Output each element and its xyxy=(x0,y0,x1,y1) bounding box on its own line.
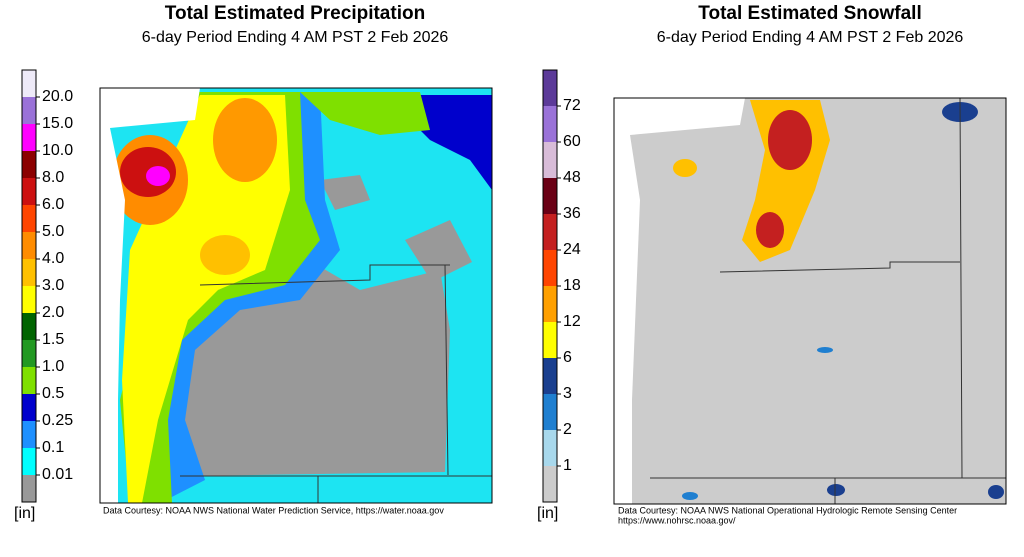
colorbar-label: 48 xyxy=(563,169,581,186)
colorbar-label: 1 xyxy=(563,457,572,474)
colorbar-label: 3 xyxy=(563,385,572,402)
colorbar-label: 8.0 xyxy=(42,169,64,186)
unit-label: [in] xyxy=(14,505,35,522)
colorbar-bin xyxy=(543,466,557,502)
colorbar-bin xyxy=(543,358,557,394)
panel-subtitle: 6-day Period Ending 4 AM PST 2 Feb 2026 xyxy=(657,29,964,46)
colorbar-bin xyxy=(22,340,36,367)
colorbar-label: 6.0 xyxy=(42,196,64,213)
colorbar-label: 12 xyxy=(563,313,581,330)
credit-text: Data Courtesy: NOAA NWS National Water P… xyxy=(103,505,444,515)
colorbar-label: 10.0 xyxy=(42,142,73,159)
credit-text: Data Courtesy: NOAA NWS National Operati… xyxy=(618,505,957,515)
snow-map xyxy=(613,97,1007,505)
colorbar-bin xyxy=(543,70,557,106)
colorbar-bin xyxy=(543,106,557,142)
colorbar-label: 5.0 xyxy=(42,223,64,240)
colorbar-bin xyxy=(22,178,36,205)
colorbar-label: 6 xyxy=(563,349,572,366)
colorbar-bin xyxy=(22,367,36,394)
colorbar-bin xyxy=(543,322,557,358)
colorbar-bin xyxy=(22,421,36,448)
colorbar-label: 0.01 xyxy=(42,466,73,483)
colorbar-bin xyxy=(22,259,36,286)
colorbar-bin xyxy=(22,124,36,151)
colorbar-bin xyxy=(543,178,557,214)
colorbar-label: 0.1 xyxy=(42,439,64,456)
colorbar-bin xyxy=(22,394,36,421)
colorbar-bin xyxy=(543,214,557,250)
colorbar-bin xyxy=(22,448,36,475)
colorbar-bin xyxy=(22,313,36,340)
colorbar-label: 3.0 xyxy=(42,277,64,294)
colorbar-label: 1.5 xyxy=(42,331,64,348)
colorbar-label: 36 xyxy=(563,205,581,222)
colorbar-bin xyxy=(22,151,36,178)
unit-label: [in] xyxy=(537,505,558,522)
colorbar-label: 20.0 xyxy=(42,88,73,105)
colorbar-bin xyxy=(22,475,36,502)
panel-title: Total Estimated Precipitation xyxy=(165,3,425,24)
colorbar-bin xyxy=(22,70,36,97)
panel-title: Total Estimated Snowfall xyxy=(698,3,921,24)
colorbar-label: 0.5 xyxy=(42,385,64,402)
colorbar-bin xyxy=(22,97,36,124)
colorbar-bin xyxy=(543,286,557,322)
colorbar-label: 72 xyxy=(563,97,581,114)
colorbar-label: 2 xyxy=(563,421,572,438)
colorbar-bin xyxy=(22,205,36,232)
colorbar-label: 1.0 xyxy=(42,358,64,375)
colorbar-bin xyxy=(22,286,36,313)
colorbar-label: 24 xyxy=(563,241,581,258)
colorbar-label: 15.0 xyxy=(42,115,73,132)
colorbar-label: 60 xyxy=(563,133,581,150)
colorbar-label: 18 xyxy=(563,277,581,294)
colorbar-bin xyxy=(543,250,557,286)
colorbar-bin xyxy=(543,142,557,178)
colorbar-label: 0.25 xyxy=(42,412,73,429)
colorbar-bin xyxy=(543,394,557,430)
colorbar-label: 4.0 xyxy=(42,250,64,267)
panel-subtitle: 6-day Period Ending 4 AM PST 2 Feb 2026 xyxy=(142,29,449,46)
colorbar-bin xyxy=(22,232,36,259)
colorbar-bin xyxy=(543,430,557,466)
precip-map xyxy=(99,87,493,504)
colorbar-label: 2.0 xyxy=(42,304,64,321)
credit-text: https://www.nohrsc.noaa.gov/ xyxy=(618,515,736,525)
